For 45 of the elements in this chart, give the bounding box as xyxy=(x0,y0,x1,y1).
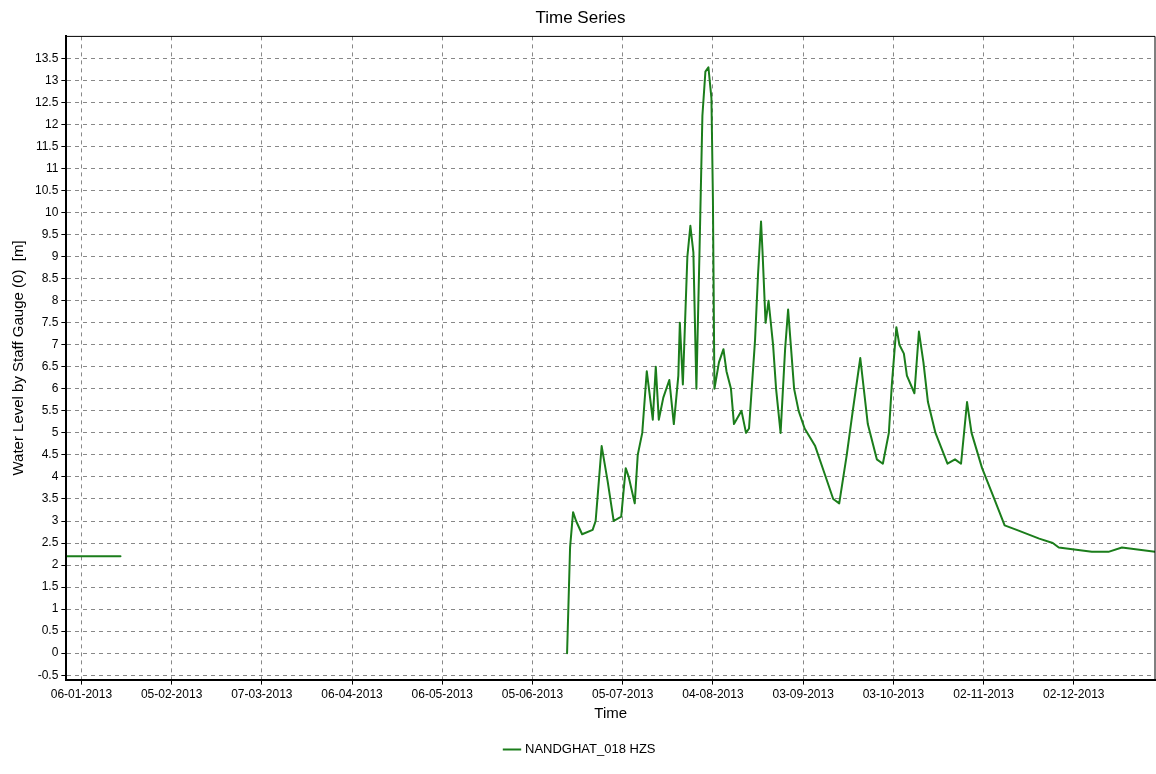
x-tick-label: 02-11-2013 xyxy=(953,687,1015,702)
y-tick-label: 5.5 xyxy=(41,403,59,418)
x-tick-label: 03-09-2013 xyxy=(772,687,835,702)
y-tick-label: 1 xyxy=(51,601,59,616)
y-tick-label: 10 xyxy=(45,204,59,219)
y-tick-label: 5 xyxy=(51,425,59,440)
y-tick-label: 2 xyxy=(51,557,59,572)
y-tick-label: 3.5 xyxy=(41,491,59,506)
x-tick-label: 07-03-2013 xyxy=(231,687,293,702)
y-tick-label: 11 xyxy=(45,160,59,175)
legend-label: NANDGHAT_018 HZS xyxy=(524,741,656,757)
y-tick-label: 11.5 xyxy=(35,138,59,153)
x-tick-label: 06-04-2013 xyxy=(321,687,384,702)
y-tick-label: -0.5 xyxy=(37,667,59,682)
y-tick-label: 8 xyxy=(51,293,59,308)
y-tick-label: 9.5 xyxy=(41,226,59,241)
x-tick-label: 06-01-2013 xyxy=(50,687,113,702)
y-tick-label: 4 xyxy=(51,469,59,484)
x-tick-label: 05-02-2013 xyxy=(140,687,203,702)
y-tick-label: 1.5 xyxy=(41,579,59,594)
y-tick-label: 13.5 xyxy=(35,50,59,65)
x-tick-label: 05-06-2013 xyxy=(501,687,564,702)
y-tick-label: 6.5 xyxy=(41,359,59,374)
y-tick-label: 3 xyxy=(51,513,59,528)
x-tick-label: 03-10-2013 xyxy=(862,687,925,702)
y-tick-label: 4.5 xyxy=(41,447,59,462)
x-tick-label: 06-05-2013 xyxy=(411,687,474,702)
y-tick-label: 12.5 xyxy=(35,94,59,109)
y-tick-label: 6 xyxy=(51,381,59,396)
y-tick-label: 0.5 xyxy=(41,623,59,638)
y-tick-label: 7 xyxy=(51,337,59,352)
x-tick-label: 04-08-2013 xyxy=(682,687,744,702)
x-tick-label: 02-12-2013 xyxy=(1043,687,1105,702)
chart-title: Time Series xyxy=(535,7,626,27)
x-axis-title: Time xyxy=(594,704,628,722)
y-tick-label: 9 xyxy=(51,248,59,263)
y-tick-label: 8.5 xyxy=(41,271,59,286)
y-tick-label: 7.5 xyxy=(41,315,59,330)
y-axis-title: Water Level by Staff Gauge (0) [m] xyxy=(9,240,27,476)
y-tick-label: 13 xyxy=(45,72,59,87)
y-tick-label: 0 xyxy=(51,645,59,660)
y-tick-label: 12 xyxy=(45,116,59,131)
x-tick-label: 05-07-2013 xyxy=(592,687,654,702)
y-tick-label: 2.5 xyxy=(41,535,59,550)
y-tick-label: 10.5 xyxy=(35,182,59,197)
